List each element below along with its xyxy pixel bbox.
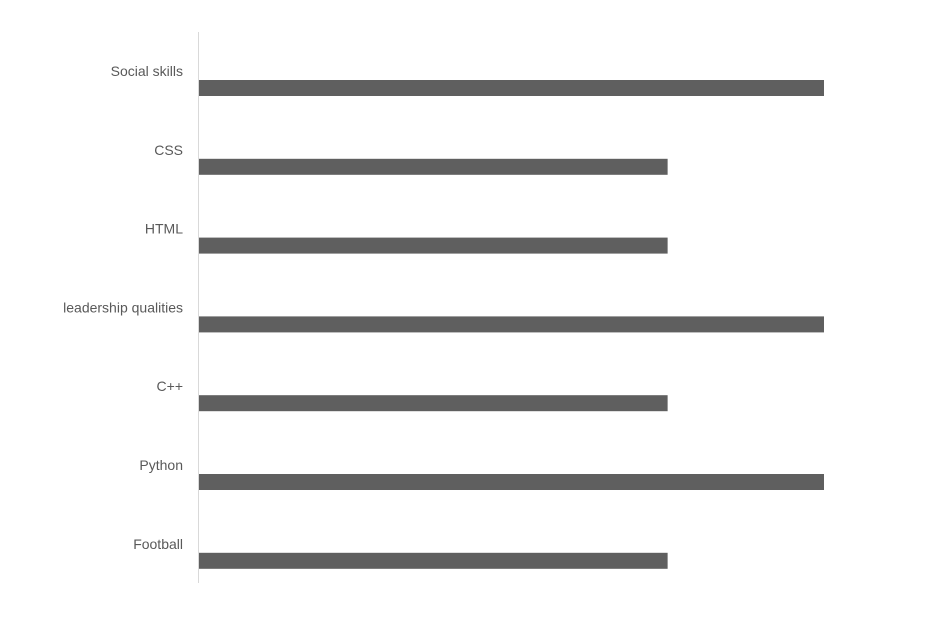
bar-python xyxy=(198,474,824,490)
bar-leadership-qualities xyxy=(198,316,824,333)
bar-social-skills xyxy=(198,80,824,96)
category-label: CSS xyxy=(154,142,183,158)
category-label: Python xyxy=(139,457,183,473)
bar-css xyxy=(198,158,668,175)
category-label: Football xyxy=(133,536,183,552)
bar-c xyxy=(198,395,668,412)
category-label: HTML xyxy=(145,221,183,237)
category-label: C++ xyxy=(157,378,183,394)
bar-football xyxy=(198,552,668,569)
category-label: Social skills xyxy=(111,63,183,79)
category-label: leadership qualities xyxy=(63,299,183,315)
bars-layer xyxy=(198,80,824,569)
category-labels: Social skills CSS HTML leadership qualities… xyxy=(63,63,183,552)
bar-html xyxy=(198,237,668,254)
